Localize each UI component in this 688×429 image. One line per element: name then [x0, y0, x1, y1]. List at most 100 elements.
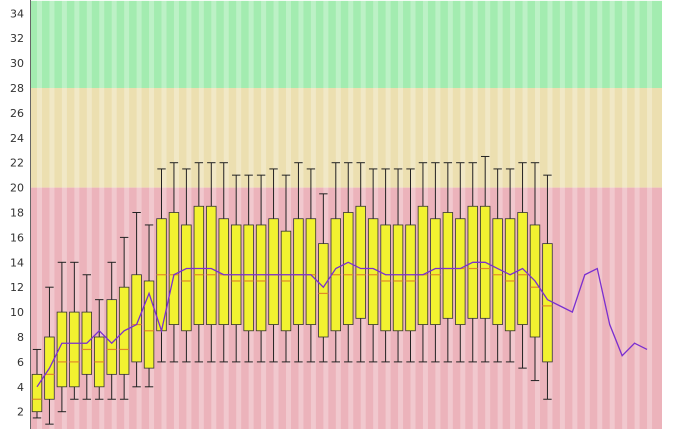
stripe: [248, 0, 254, 429]
box-item: [293, 162, 304, 363]
box-item: [206, 162, 217, 363]
stripe: [622, 0, 628, 429]
stripe: [584, 0, 590, 429]
box-item: [330, 162, 342, 363]
box-body: [31, 373, 43, 413]
stripe: [161, 0, 167, 429]
stripe: [286, 0, 291, 429]
box-body: [181, 224, 192, 332]
stripe: [435, 0, 441, 429]
y-tick-label: 18: [10, 207, 24, 220]
box-item: [280, 174, 292, 363]
stripe: [61, 0, 67, 429]
y-tick-label: 24: [10, 132, 24, 145]
stripe: [535, 0, 540, 429]
stripe: [261, 0, 267, 429]
box-body: [56, 311, 68, 388]
y-tick-label: 10: [10, 306, 24, 319]
box-body: [193, 205, 205, 325]
stripe: [460, 0, 466, 429]
box-body: [143, 280, 155, 369]
box-body: [392, 224, 404, 332]
box-body: [243, 224, 254, 332]
stripe: [273, 0, 279, 429]
box-body: [218, 218, 229, 325]
box-body: [255, 224, 267, 332]
box-body: [380, 224, 391, 332]
stripe: [99, 0, 105, 429]
box-body: [405, 224, 416, 332]
y-tick-label: 2: [17, 406, 24, 419]
stripe: [510, 0, 516, 429]
box-body: [430, 218, 441, 325]
y-tick-label: 6: [17, 356, 24, 369]
stripe: [223, 0, 229, 429]
stripe: [335, 0, 341, 429]
y-tick-label: 20: [10, 182, 24, 195]
stripe: [49, 0, 55, 429]
box-item: [56, 261, 68, 413]
line-series: [36, 261, 648, 388]
stripe: [547, 0, 553, 429]
box-item: [392, 168, 404, 363]
box-body: [168, 212, 180, 325]
stripe: [323, 0, 329, 429]
box-body: [542, 243, 553, 363]
box-body: [131, 274, 142, 363]
stripe: [497, 0, 503, 429]
stripe: [385, 0, 391, 429]
y-tick-label: 16: [10, 231, 24, 244]
stripe: [298, 0, 304, 429]
stripe: [124, 0, 130, 429]
box-item: [143, 224, 155, 388]
box-body: [355, 205, 366, 319]
y-tick-label: 14: [10, 256, 24, 269]
box-body: [492, 218, 503, 325]
box-item: [255, 174, 267, 363]
stripe: [572, 0, 578, 429]
stripe: [149, 0, 155, 429]
y-tick-label: 28: [10, 82, 24, 95]
box-item: [243, 174, 254, 363]
box-body: [69, 311, 80, 388]
stripe: [634, 0, 640, 429]
y-tick-label: 30: [10, 57, 24, 70]
stripe: [609, 0, 615, 429]
box-item: [193, 162, 205, 363]
box-item: [442, 162, 454, 363]
box-body: [318, 243, 329, 338]
box-body: [417, 205, 429, 325]
box-item: [405, 168, 416, 363]
stripe: [111, 0, 117, 429]
box-body: [455, 218, 466, 325]
stripe: [186, 0, 192, 429]
y-tick-label: 32: [10, 32, 24, 45]
box-body: [305, 218, 317, 325]
box-item: [380, 168, 391, 363]
zone-yellow: [31, 88, 662, 188]
stripe: [410, 0, 416, 429]
y-tick-label: 26: [10, 107, 24, 120]
stripe: [74, 0, 80, 429]
box-item: [318, 193, 329, 363]
box-body: [268, 218, 279, 325]
box-body: [442, 212, 454, 319]
y-tick-label: 8: [17, 331, 24, 344]
stripe: [37, 0, 42, 429]
stripe: [236, 0, 242, 429]
box-body: [343, 212, 354, 325]
box-body: [206, 205, 217, 325]
y-tick-label: 4: [17, 381, 24, 394]
box-item: [94, 299, 105, 400]
stripe: [136, 0, 142, 429]
box-series: [31, 155, 553, 425]
y-tick-label: 12: [10, 281, 24, 294]
y-tick-label: 22: [10, 157, 24, 170]
box-item: [31, 348, 43, 419]
stripe: [373, 0, 379, 429]
stripe: [647, 0, 653, 429]
stripe: [86, 0, 92, 429]
box-item: [417, 162, 429, 363]
stripe: [310, 0, 316, 429]
